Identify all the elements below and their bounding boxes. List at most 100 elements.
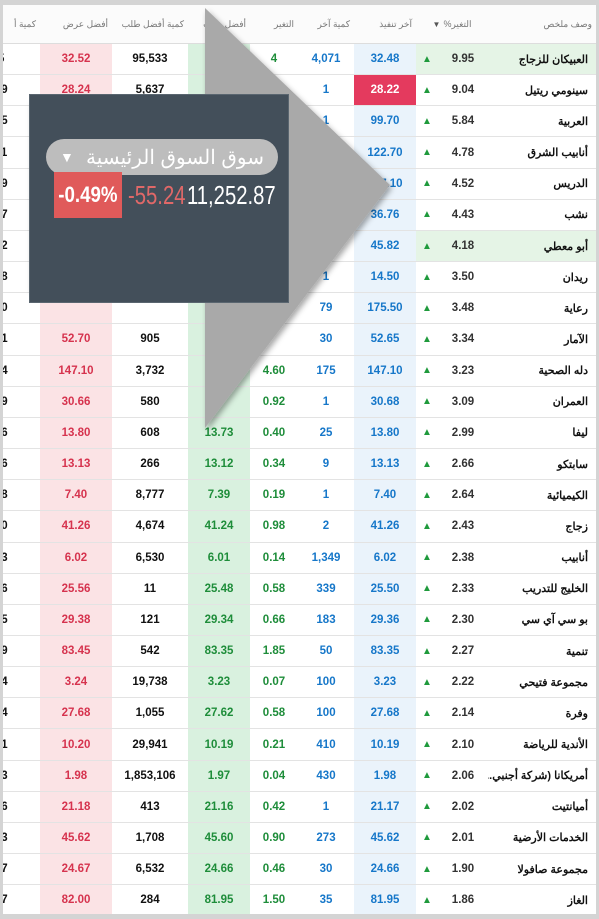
change-pct: 2.43 xyxy=(438,510,488,543)
last-qty: 1 xyxy=(298,479,354,512)
best-ask: 32.52 xyxy=(40,43,112,76)
best-ask-qty: 897 xyxy=(3,199,40,231)
best-bid-qty: 1,055 xyxy=(112,697,188,730)
up-arrow-icon: ▲ xyxy=(416,230,438,263)
col-change-pct[interactable]: التغير%▼ xyxy=(416,5,488,44)
change xyxy=(250,230,298,263)
best-ask: 147.10 xyxy=(40,355,112,387)
table-row[interactable]: الخليج للتدريب 2.33 ▲ 25.50 339 0.58 25.48 11 25… xyxy=(3,573,596,605)
stock-name: أميانتيت xyxy=(488,791,596,823)
col-bid[interactable]: أفضل طلب xyxy=(188,5,250,44)
last-price: 6.02 xyxy=(354,542,416,574)
table-row[interactable]: أمريكانا (شركة أجنبي... 2.06 ▲ 1.98 430 0.04 1… xyxy=(3,760,596,792)
stock-name: العربية xyxy=(488,105,596,138)
change: 0.90 xyxy=(250,822,298,855)
best-ask: 10.20 xyxy=(40,728,112,761)
last-qty xyxy=(298,199,354,231)
best-bid xyxy=(188,136,250,169)
best-bid xyxy=(188,386,250,418)
up-arrow-icon: ▲ xyxy=(416,510,438,543)
stock-name: تنمية xyxy=(488,635,596,668)
change-pct: 2.22 xyxy=(438,666,488,699)
table-row[interactable]: مجموعة صافولا 1.90 ▲ 24.66 30 0.46 24.66 6,532 2… xyxy=(3,853,596,886)
change xyxy=(250,261,298,294)
col-change[interactable]: التغير xyxy=(250,5,298,44)
up-arrow-icon: ▲ xyxy=(416,355,438,387)
best-bid: 6.01 xyxy=(188,542,250,574)
best-ask-qty: 136 xyxy=(3,417,40,450)
best-ask: 30.66 xyxy=(40,386,112,418)
sort-desc-icon[interactable]: ▼ xyxy=(432,19,441,29)
best-ask-qty: 306 xyxy=(3,448,40,481)
table-row[interactable]: العبيكان للزجاج 9.95 ▲ 32.48 4,071 4 95,533 32.… xyxy=(3,43,596,76)
col-last[interactable]: آخر تنفيذ xyxy=(354,5,416,44)
best-ask: 41.26 xyxy=(40,510,112,543)
best-bid xyxy=(188,323,250,356)
up-arrow-icon: ▲ xyxy=(416,168,438,200)
last-price: 52.65 xyxy=(354,323,416,356)
last-qty: 1 xyxy=(298,791,354,823)
table-row[interactable]: بو سي آي سي 2.30 ▲ 29.36 183 0.66 29.34 121 29.3… xyxy=(3,604,596,636)
table-row[interactable]: الأندية للرياضة 2.10 ▲ 10.19 410 0.21 10.19 29,… xyxy=(3,728,596,761)
best-bid: 13.73 xyxy=(188,417,250,450)
last-price: 10.19 xyxy=(354,728,416,761)
stock-name: دله الصحية xyxy=(488,355,596,387)
best-ask: 83.45 xyxy=(40,635,112,668)
col-last-qty[interactable]: كمية آخر xyxy=(298,5,354,44)
best-bid-qty: 11 xyxy=(112,573,188,605)
table-row[interactable]: الخدمات الأرضية 2.01 ▲ 45.62 273 0.90 45.60 1,7… xyxy=(3,822,596,855)
change: 0.07 xyxy=(250,666,298,699)
up-arrow-icon: ▲ xyxy=(416,199,438,231)
up-arrow-icon: ▲ xyxy=(416,136,438,169)
stock-name: أمريكانا (شركة أجنبي... xyxy=(488,760,596,792)
best-bid xyxy=(188,292,250,325)
best-bid-qty: 1,853,106 xyxy=(112,760,188,792)
last-qty: 79 xyxy=(298,292,354,325)
col-name[interactable]: وصف ملخص xyxy=(488,5,596,44)
change-pct: 3.48 xyxy=(438,292,488,325)
col-ask-qty[interactable]: كمية أ xyxy=(3,5,40,44)
col-bid-qty[interactable]: كمية أفضل طلب xyxy=(112,5,188,44)
change: 4.60 xyxy=(250,355,298,387)
best-bid-qty: 8,777 xyxy=(112,479,188,512)
best-bid-qty: 121 xyxy=(112,604,188,636)
best-ask xyxy=(40,292,112,325)
last-price: 1.98 xyxy=(354,760,416,792)
col-ask[interactable]: أفضل عرض xyxy=(40,5,112,44)
up-arrow-icon: ▲ xyxy=(416,323,438,356)
table-row[interactable]: دله الصحية 3.23 ▲ 147.10 175 4.60 14 3,732 147.1… xyxy=(3,355,596,387)
best-ask-qty: 754 xyxy=(3,355,40,387)
best-bid-qty: 95,533 xyxy=(112,43,188,76)
last-qty xyxy=(298,230,354,263)
last-qty: 1 xyxy=(298,74,354,107)
last-qty: 410 xyxy=(298,728,354,761)
change: 0.98 xyxy=(250,510,298,543)
best-bid-qty xyxy=(112,199,188,231)
best-bid-qty xyxy=(112,168,188,200)
best-ask-qty: 367 xyxy=(3,884,40,914)
last-qty: 183 xyxy=(298,604,354,636)
up-arrow-icon: ▲ xyxy=(416,760,438,792)
up-arrow-icon: ▲ xyxy=(416,573,438,605)
change: 0.42 xyxy=(250,791,298,823)
table-row[interactable]: مجموعة فتيحي 2.22 ▲ 3.23 100 0.07 3.23 19,738 3.… xyxy=(3,666,596,699)
